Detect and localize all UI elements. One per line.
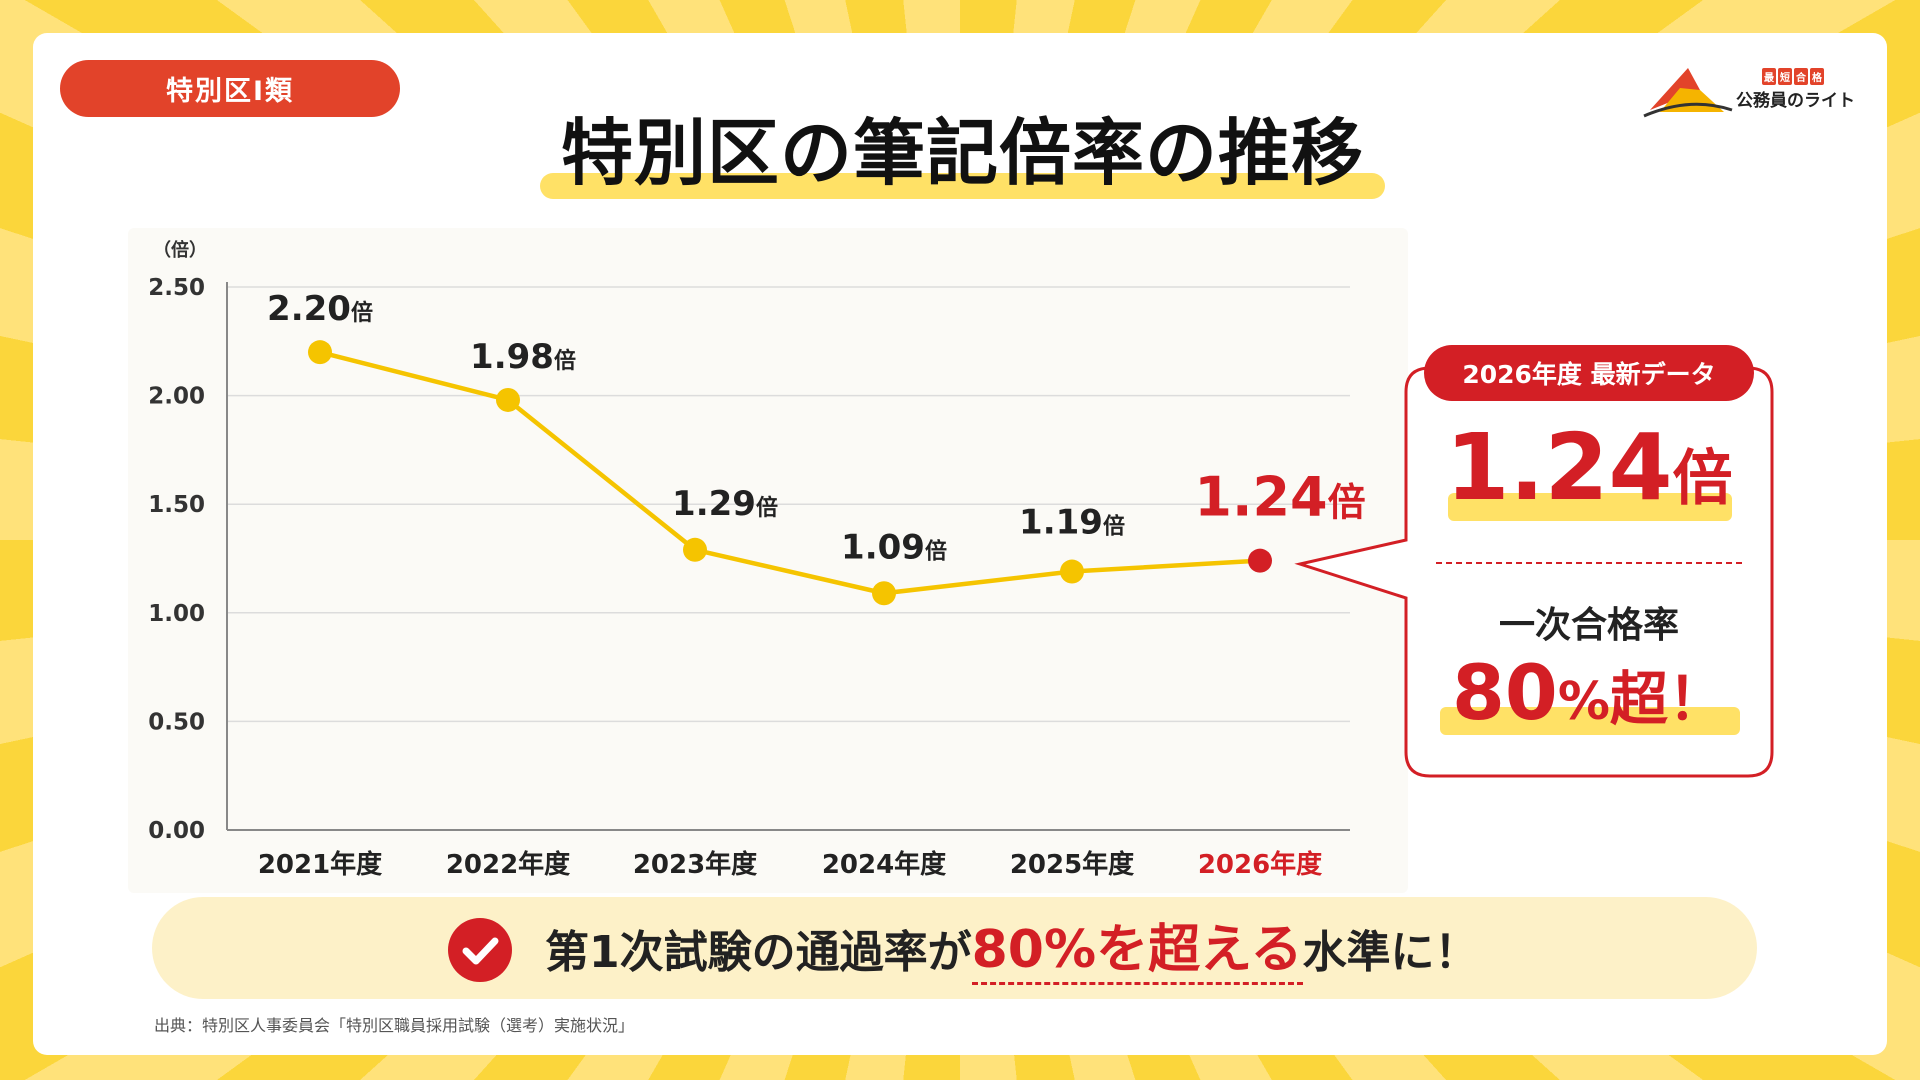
callout-value-highlight (1448, 493, 1732, 521)
banner-text: 第1次試験の通過率が80%を超える水準に！ (545, 915, 1479, 988)
logo-text: 公務員のライト (1736, 91, 1855, 111)
x-tick-label: 2025年度 (1010, 849, 1134, 880)
x-tick-label: 2022年度 (446, 849, 570, 880)
logo-mountain-icon (1643, 68, 1733, 118)
y-tick-label: 1.00 (148, 601, 205, 627)
source-note: 出典：特別区人事委員会「特別区職員採用試験（選考）実施状況」 (154, 1016, 635, 1035)
data-label: 1.09倍 (841, 527, 947, 567)
data-point (496, 387, 520, 412)
data-label: 1.29倍 (672, 484, 778, 524)
logo-badge: 最 短 合 格 (1762, 68, 1824, 85)
series-line (319, 349, 1261, 596)
chart-area (128, 228, 1408, 893)
y-axis-label: （倍） (153, 239, 207, 261)
category-tag: 特別区Ⅰ類 (60, 60, 400, 117)
data-point (872, 581, 896, 606)
data-label: 2.20倍 (267, 289, 373, 329)
callout-label: 2026年度 最新データ (1424, 345, 1754, 401)
page-title: 特別区の筆記倍率の推移 (560, 111, 1364, 195)
brand-logo: 最 短 合 格 公務員のライト (1640, 60, 1855, 120)
banner-highlight: 80%を超える (971, 920, 1303, 985)
data-point (308, 340, 332, 365)
callout-pct-highlight (1440, 707, 1740, 735)
title-block: 特別区の筆記倍率の推移 (540, 108, 1385, 203)
data-point (683, 537, 707, 562)
y-tick-label: 1.50 (148, 492, 205, 518)
x-tick-label: 2026年度 (1198, 849, 1322, 880)
y-tick-label: 2.50 (148, 275, 205, 301)
callout-divider (1436, 562, 1742, 564)
data-label: 1.98倍 (470, 337, 576, 377)
callout-percentage: 80%超！ (1452, 648, 1726, 737)
title-highlight (540, 173, 1385, 199)
y-tick-label: 2.00 (148, 384, 205, 410)
data-point (1248, 548, 1272, 573)
data-point (1060, 559, 1084, 584)
check-icon (448, 918, 512, 982)
x-tick-label: 2024年度 (822, 849, 946, 880)
data-label: 1.24倍 (1194, 466, 1365, 529)
summary-banner (152, 897, 1757, 999)
y-tick-label: 0.50 (148, 709, 205, 735)
x-tick-label: 2023年度 (633, 849, 757, 880)
y-tick-label: 0.00 (148, 818, 205, 844)
callout-subtitle: 一次合格率 (1498, 605, 1679, 646)
x-tick-label: 2021年度 (258, 849, 382, 880)
data-label: 1.19倍 (1019, 503, 1125, 543)
callout-value: 1.24倍 (1445, 414, 1733, 521)
